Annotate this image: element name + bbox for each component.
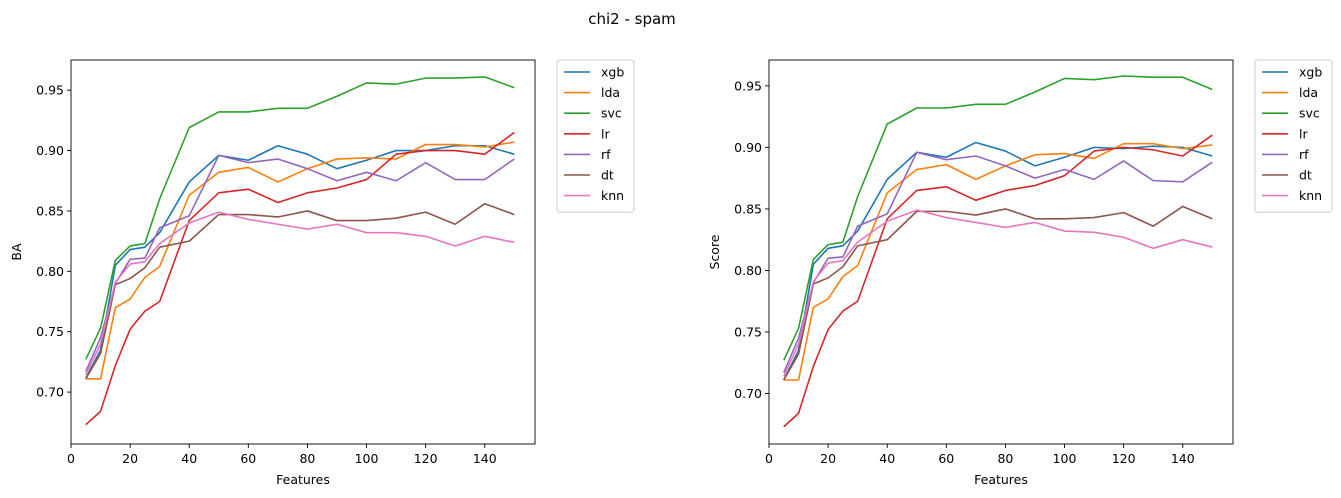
legend-box: [556, 59, 635, 213]
legend-label-lda: lda: [601, 85, 620, 100]
x-tick-label: 80: [299, 451, 315, 466]
series-line-lr: [783, 134, 1213, 428]
legend-label-rf: rf: [1299, 147, 1309, 162]
y-tick-label: 0.85: [36, 203, 64, 218]
legend-label-svc: svc: [601, 106, 622, 121]
y-tick-label: 0.70: [734, 386, 762, 401]
x-tick-label: 0: [765, 451, 773, 466]
y-axis-ticks: 0.70 0.75 0.80 0.85 0.90 0.95: [36, 83, 71, 400]
y-axis-ticks: 0.70 0.75 0.80 0.85 0.90 0.95: [734, 78, 769, 401]
y-tick-label: 0.95: [36, 83, 64, 98]
y-tick-label: 0.70: [36, 385, 64, 400]
series-line-dt: [783, 205, 1213, 381]
series-line-dt: [85, 202, 515, 380]
legend-label-dt: dt: [601, 168, 614, 183]
y-tick-label: 0.95: [734, 78, 762, 93]
x-tick-label: 40: [879, 451, 895, 466]
legend: xgb lda svc lr rf dt knn: [556, 59, 635, 213]
x-tick-label: 100: [355, 451, 379, 466]
legend-label-knn: knn: [601, 188, 624, 203]
y-tick-label: 0.90: [734, 140, 762, 155]
x-tick-label: 80: [997, 451, 1013, 466]
y-axis-label: BA: [9, 243, 24, 261]
x-tick-label: 20: [820, 451, 836, 466]
series-lines: [85, 76, 515, 426]
series-lines: [783, 75, 1213, 428]
y-axis-label: Score: [707, 234, 722, 269]
series-line-lr: [85, 131, 515, 426]
legend-label-xgb: xgb: [1299, 65, 1322, 80]
series-line-svc: [85, 76, 515, 360]
y-tick-label: 0.85: [734, 201, 762, 216]
x-tick-label: 20: [122, 451, 138, 466]
legend-label-lda: lda: [1299, 85, 1318, 100]
legend-label-lr: lr: [601, 126, 610, 141]
series-line-svc: [783, 75, 1213, 361]
series-line-lda: [783, 142, 1213, 381]
x-axis-label: Features: [276, 472, 330, 487]
x-axis-label: Features: [974, 472, 1028, 487]
series-line-knn: [783, 209, 1213, 377]
figure-title: chi2 - spam: [588, 10, 676, 28]
series-line-xgb: [85, 144, 515, 380]
series-line-rf: [783, 151, 1213, 373]
x-tick-label: 100: [1053, 451, 1077, 466]
y-tick-label: 0.90: [36, 143, 64, 158]
y-tick-label: 0.80: [36, 264, 64, 279]
axes-frame: [70, 59, 536, 445]
legend-label-svc: svc: [1299, 106, 1320, 121]
left-subplot: 0 20 40 60 80 100 120 1400.700.750.800.850.900.…: [9, 59, 635, 487]
legend-label-rf: rf: [601, 147, 611, 162]
right-subplot: 0 20 40 60 80 100 120 1400.700.750.800.850.900.…: [707, 59, 1333, 487]
y-tick-label: 0.75: [734, 325, 762, 340]
y-tick-label: 0.80: [734, 263, 762, 278]
x-tick-label: 40: [181, 451, 197, 466]
y-tick-label: 0.75: [36, 324, 64, 339]
series-line-lda: [85, 141, 515, 380]
legend-box: [1254, 59, 1333, 213]
x-tick-label: 0: [67, 451, 75, 466]
x-axis-ticks: 0 20 40 60 80 100 120 140: [765, 444, 1195, 466]
x-tick-label: 120: [414, 451, 438, 466]
x-tick-label: 60: [938, 451, 954, 466]
legend-label-xgb: xgb: [601, 65, 624, 80]
x-tick-label: 140: [1171, 451, 1195, 466]
series-line-knn: [85, 211, 515, 376]
x-axis-ticks: 0 20 40 60 80 100 120 140: [67, 444, 497, 466]
axes-frame: [768, 59, 1234, 445]
x-tick-label: 120: [1112, 451, 1136, 466]
x-tick-label: 60: [240, 451, 256, 466]
x-tick-label: 140: [473, 451, 497, 466]
legend: xgb lda svc lr rf dt knn: [1254, 59, 1333, 213]
legend-label-dt: dt: [1299, 168, 1312, 183]
legend-label-lr: lr: [1299, 126, 1308, 141]
legend-label-knn: knn: [1299, 188, 1322, 203]
series-line-rf: [85, 154, 515, 372]
